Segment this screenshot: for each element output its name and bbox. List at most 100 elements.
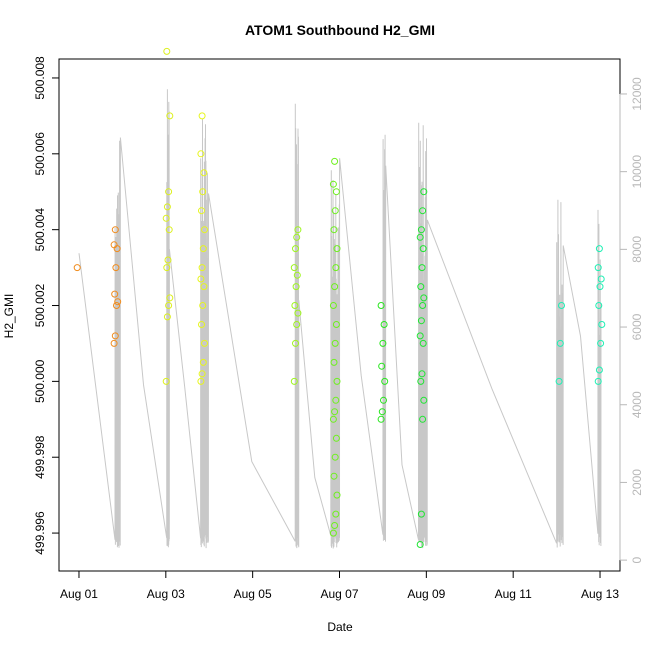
data-point [420,188,428,196]
x-tick-label: Aug 07 [320,587,358,601]
data-point [166,112,174,120]
data-point [332,396,340,404]
data-point [595,366,603,374]
traffic-lines [78,89,602,549]
data-point [330,226,338,234]
data-point [417,510,425,518]
data-point [329,415,337,423]
data-point [163,313,171,321]
y-axis-label: H2_GMI [2,294,16,339]
data-point [419,302,427,309]
data-point [329,302,337,309]
y-tick-label: 500.008 [33,56,47,100]
data-point [555,377,563,385]
data-point [380,321,388,328]
x-axis-label: Date [327,620,353,634]
data-point [595,245,603,253]
data-point [294,309,302,317]
data-point [377,415,385,423]
traffic-line [78,89,602,549]
data-point [111,332,119,340]
data-point [198,112,206,120]
data-point [198,370,206,378]
data-point [420,294,428,302]
y-tick-label: 500.000 [33,359,47,403]
data-point [417,226,425,234]
y2-tick-label: 8000 [630,236,644,263]
data-point [332,321,340,328]
data-point [293,233,301,241]
data-point [329,529,337,537]
data-point [294,226,302,234]
data-point [110,339,118,347]
data-point [197,150,205,158]
data-point [332,264,340,272]
data-point [163,264,171,272]
data-point [162,214,170,222]
data-point [197,377,205,385]
data-point [331,207,339,215]
data-point [332,510,340,518]
data-point [381,377,389,385]
y2-tick-label: 2000 [630,469,644,496]
data-point [163,47,171,55]
data-point [331,283,339,291]
y2-tick-label: 10000 [630,155,644,189]
data-point [166,294,174,302]
data-point [558,302,565,309]
data-point [198,321,205,328]
data-point [378,408,386,416]
data-point [290,377,298,385]
data-point [378,362,386,370]
data-point [199,302,207,309]
data-point [198,207,205,215]
data-point [598,321,606,328]
data-point [418,264,426,272]
data-point [331,408,339,416]
data-point [333,491,341,499]
y2-tick-label: 6000 [630,313,644,340]
data-point [165,188,173,196]
data-point [110,241,118,249]
data-point [597,275,605,283]
data-point [198,264,206,272]
data-point [290,264,298,272]
data-point [379,339,387,347]
y-axis: 499.996 499.998 500.000 500.002 500.004 500.0… [33,56,60,555]
data-point [200,283,208,291]
data-point [594,264,602,272]
data-point [333,377,341,385]
data-point [292,339,299,347]
data-point [416,233,424,241]
data-point [113,302,120,309]
data-point [332,188,340,196]
data-point [556,339,564,347]
data-point [199,188,207,196]
data-point [417,317,425,325]
data-point [111,290,119,298]
data-point [293,321,301,328]
x-tick-label: Aug 01 [60,587,98,601]
data-point [332,434,340,442]
x-tick-label: Aug 13 [581,587,619,601]
data-point [416,541,424,548]
y2-tick-label: 0 [630,556,644,563]
data-point [596,283,604,291]
y-tick-label: 499.998 [33,435,47,479]
data-point [417,283,425,291]
data-point [330,472,338,480]
data-point [416,332,424,340]
y2-tick-label: 12000 [630,77,644,111]
data-point [597,339,605,347]
x-tick-label: Aug 03 [147,587,185,601]
chart-title: ATOM1 Southbound H2_GMI [245,22,435,38]
data-point [201,226,208,234]
data-point [419,207,427,215]
data-point [201,339,208,347]
data-point [419,339,427,347]
x-tick-label: Aug 11 [495,587,532,601]
data-point [331,339,339,347]
data-point [165,302,173,309]
data-point [417,377,425,385]
data-point [163,203,171,211]
